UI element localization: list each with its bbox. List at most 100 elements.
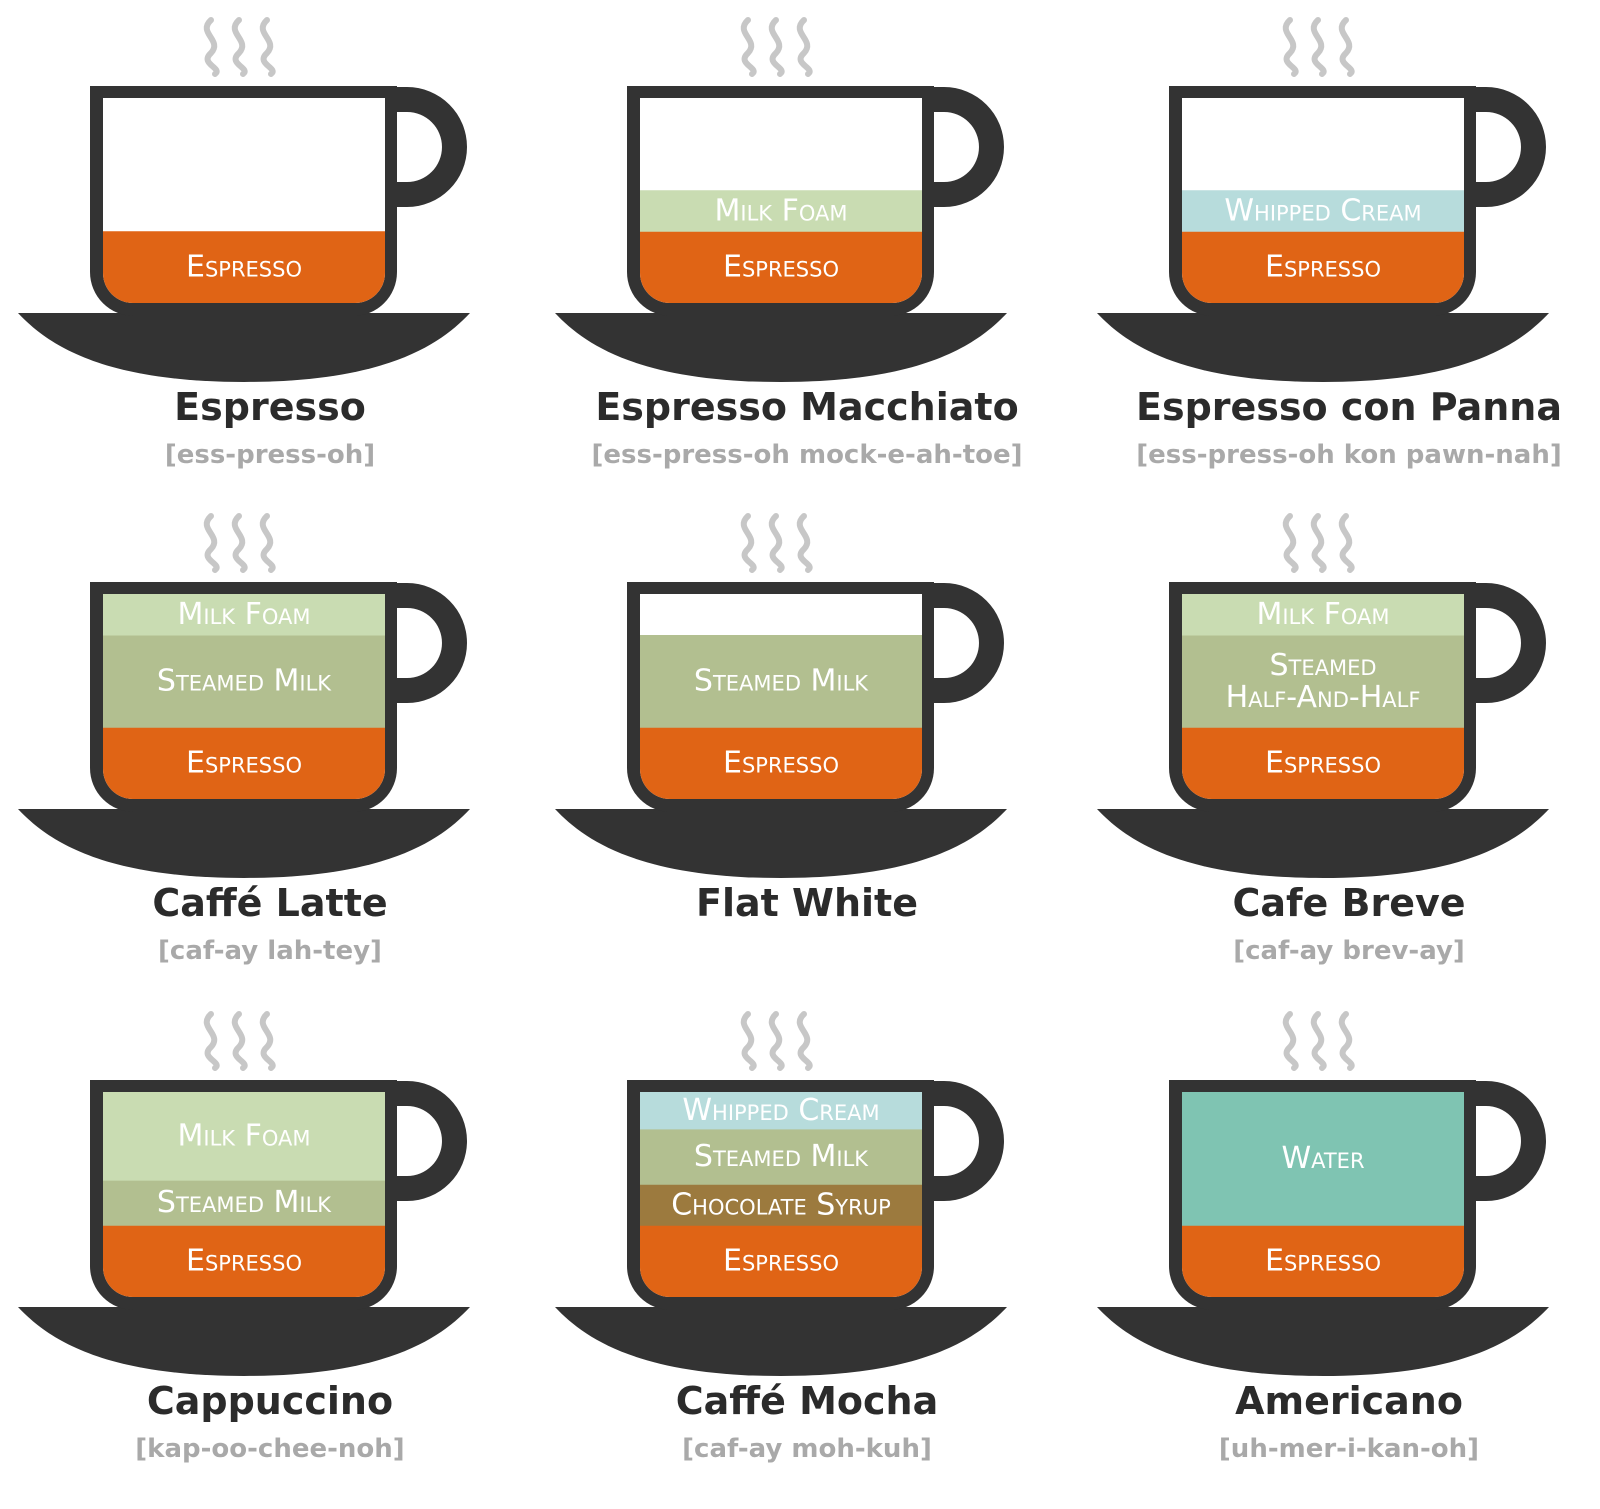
steam-icon (740, 1011, 813, 1071)
steam-icon (1282, 1011, 1355, 1071)
cup-handle (1474, 87, 1546, 207)
layer-label: Steamed Half-And-Half (1226, 648, 1421, 715)
layer-label: Steamed Milk (157, 664, 332, 699)
layer-label: Steamed Milk (694, 1139, 869, 1174)
layer-steamed-half-and-half (1182, 635, 1464, 728)
drink-pronunciation: [kap-oo-chee-noh] (135, 1434, 405, 1464)
layer-steamed-milk (640, 1128, 922, 1185)
steam-icon (203, 1011, 276, 1071)
drink-name: Caffé Latte (152, 881, 388, 925)
layer-label: Espresso (1265, 1244, 1381, 1279)
layer-espresso (1182, 231, 1464, 303)
cup-illustration: Espresso Water (1097, 1011, 1549, 1376)
drink-pronunciation: [ess-press-oh mock-e-ah-toe] (591, 440, 1023, 470)
saucer (555, 809, 1007, 878)
drink-card: Espresso Steamed Milk Milk Foam Cappuccino [… (0, 994, 540, 1484)
drink-name: Cappuccino (146, 1379, 394, 1423)
cup-illustration: Espresso Steamed Half-And-Half Milk Foam (1097, 513, 1549, 878)
steam-icon (740, 513, 813, 573)
layer-label: Milk Foam (178, 1119, 311, 1154)
drink-name: Flat White (696, 881, 918, 925)
cup-handle (932, 1081, 1004, 1201)
layer-whipped-cream (640, 1092, 922, 1130)
drink-pronunciation: [caf-ay lah-tey] (158, 936, 382, 966)
cup-handle (395, 1081, 467, 1201)
layer-label: Espresso (1265, 746, 1381, 781)
cup-handle (395, 87, 467, 207)
cup-illustration: Espresso Chocolate Syrup Steamed Milk Whipp… (555, 1011, 1007, 1376)
cup-illustration: Espresso Whipped Cream (1097, 17, 1549, 382)
steam-icon (1282, 513, 1355, 573)
layer-espresso (640, 1225, 922, 1297)
cup-handle (1474, 583, 1546, 703)
layer-label: Milk Foam (715, 193, 848, 228)
drink-pronunciation: [ess-press-oh] (164, 440, 376, 470)
drink-card: Espresso Whipped Cream Espresso con Panna [… (1079, 0, 1600, 490)
drink-card: Espresso Steamed Milk Flat White (537, 496, 1077, 986)
drink-card: Espresso Chocolate Syrup Steamed Milk Whipp… (537, 994, 1077, 1484)
drink-name: Espresso (174, 385, 366, 429)
saucer (18, 1307, 470, 1376)
drink-name: Cafe Breve (1232, 881, 1466, 925)
saucer (1097, 1307, 1549, 1376)
drink-card: Espresso Water Americano [uh-mer-i-kan-oh] (1079, 994, 1600, 1484)
cup-illustration: Espresso Steamed Milk (555, 513, 1007, 878)
drink-card: Espresso Milk Foam Espresso Macchiato [ess-… (537, 0, 1077, 490)
layer-label: Espresso (723, 746, 839, 781)
drink-card: Espresso Espresso [ess-press-oh] (0, 0, 540, 490)
saucer (18, 809, 470, 878)
layer-milk-foam (103, 1092, 385, 1181)
cup-illustration: Espresso (18, 17, 470, 382)
steam-icon (203, 513, 276, 573)
saucer (1097, 809, 1549, 878)
layer-label: Espresso (186, 250, 302, 285)
drink-name: Espresso Macchiato (595, 385, 1019, 429)
cup-handle (932, 583, 1004, 703)
saucer (18, 313, 470, 382)
layer-label: Water (1281, 1141, 1364, 1176)
layer-steamed-milk (103, 1180, 385, 1226)
layer-label: Whipped Cream (1224, 193, 1421, 228)
cup-handle (932, 87, 1004, 207)
layer-espresso (640, 727, 922, 799)
layer-water (1182, 1092, 1464, 1226)
layer-label: Whipped Cream (682, 1093, 879, 1128)
layer-milk-foam (103, 594, 385, 636)
layer-espresso (103, 1225, 385, 1297)
drink-card: Espresso Steamed Milk Milk Foam Caffé Latte… (0, 496, 540, 986)
drink-name: Americano (1235, 1379, 1463, 1423)
layer-label: Espresso (723, 250, 839, 285)
cup-illustration: Espresso Steamed Milk Milk Foam (18, 1011, 470, 1376)
drink-card: Espresso Steamed Half-And-Half Milk Foam Caf… (1079, 496, 1600, 986)
layer-label: Steamed Milk (694, 664, 869, 699)
layer-steamed-milk (640, 635, 922, 728)
cup-illustration: Espresso Milk Foam (555, 17, 1007, 382)
saucer (1097, 313, 1549, 382)
drink-name: Caffé Mocha (675, 1379, 939, 1423)
steam-icon (1282, 17, 1355, 77)
layer-espresso (103, 231, 385, 303)
drink-pronunciation: [uh-mer-i-kan-oh] (1218, 1434, 1480, 1464)
layer-label: Espresso (186, 1244, 302, 1279)
cup-handle (395, 583, 467, 703)
layer-espresso (1182, 727, 1464, 799)
layer-espresso (103, 727, 385, 799)
steam-icon (203, 17, 276, 77)
layer-label: Steamed Milk (157, 1185, 332, 1220)
drink-name: Espresso con Panna (1136, 385, 1562, 429)
layer-label: Espresso (723, 1244, 839, 1279)
drink-pronunciation: [caf-ay moh-kuh] (682, 1434, 932, 1464)
layer-label: Chocolate Syrup (671, 1187, 891, 1222)
drink-pronunciation: [caf-ay brev-ay] (1233, 936, 1465, 966)
drink-pronunciation: [ess-press-oh kon pawn-nah] (1136, 440, 1562, 470)
layer-espresso (640, 231, 922, 303)
cup-illustration: Espresso Steamed Milk Milk Foam (18, 513, 470, 878)
layer-espresso (1182, 1225, 1464, 1297)
layer-label: Espresso (186, 746, 302, 781)
layer-label: Milk Foam (1257, 597, 1390, 632)
layer-whipped-cream (1182, 190, 1464, 232)
layer-milk-foam (640, 190, 922, 232)
saucer (555, 313, 1007, 382)
layer-milk-foam (1182, 594, 1464, 636)
